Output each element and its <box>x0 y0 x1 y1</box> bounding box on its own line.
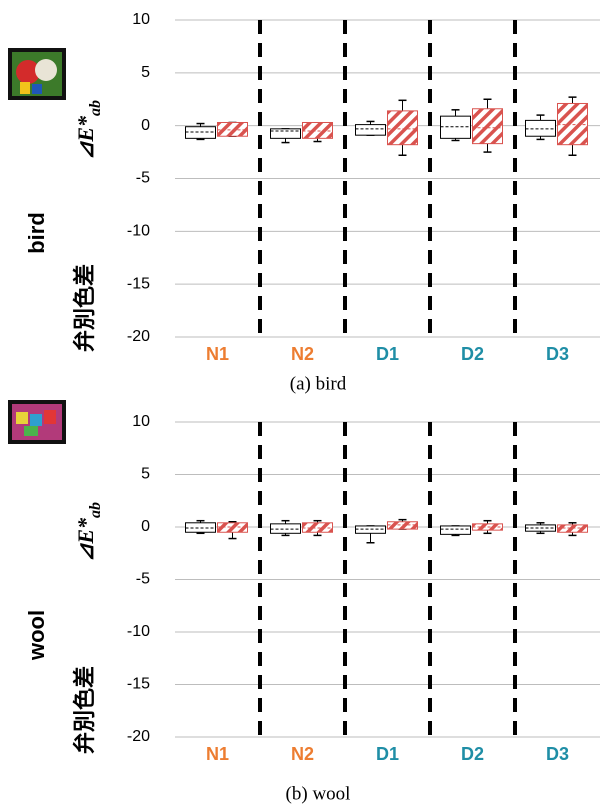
x-tick-label: N2 <box>291 344 314 364</box>
x-tick-label: D1 <box>376 344 399 364</box>
x-tick-label: D1 <box>376 744 399 764</box>
y-tick-label: -5 <box>136 170 150 187</box>
caption: (a) bird <box>290 373 347 394</box>
y-label-name: bird <box>24 212 49 254</box>
x-tick-label: N1 <box>206 744 229 764</box>
box <box>472 108 503 145</box>
symbol-subscript: ab <box>87 502 104 518</box>
y-label: 弁別色差 <box>72 264 98 352</box>
box <box>525 119 556 137</box>
box <box>302 522 333 533</box>
y-tick-label: 0 <box>141 518 150 535</box>
y-tick-label: -15 <box>127 676 150 693</box>
y-label-symbol: ⊿E*ab <box>73 100 104 160</box>
thumbnail <box>8 400 66 444</box>
y-tick-label: -20 <box>127 728 150 745</box>
x-tick-label: D2 <box>461 744 484 764</box>
box <box>270 128 301 139</box>
box <box>355 525 386 534</box>
y-label: 弁別色差 <box>72 666 98 754</box>
thumbnail <box>8 48 66 100</box>
symbol: ⊿E* <box>73 517 98 562</box>
box <box>270 523 301 534</box>
box <box>355 124 386 136</box>
box <box>557 102 588 146</box>
y-tick-label: 5 <box>141 466 150 483</box>
box <box>387 521 418 530</box>
x-tick-label: N1 <box>206 344 229 364</box>
box <box>387 110 418 146</box>
box <box>185 522 216 533</box>
caption: (b) wool <box>286 783 351 804</box>
y-tick-label: 0 <box>141 117 150 134</box>
y-tick-label: -5 <box>136 571 150 588</box>
x-tick-label: D3 <box>546 744 569 764</box>
box <box>217 121 248 137</box>
box <box>440 115 471 139</box>
x-tick-label: N2 <box>291 744 314 764</box>
y-tick-label: -20 <box>127 328 150 345</box>
box <box>440 525 471 535</box>
box <box>217 522 248 533</box>
y-tick-label: -10 <box>127 223 150 240</box>
y-tick-label: 5 <box>141 64 150 81</box>
y-tick-label: -10 <box>127 623 150 640</box>
y-tick-label: -15 <box>127 275 150 292</box>
box <box>302 121 333 139</box>
y-tick-label: 10 <box>132 413 150 430</box>
x-tick-label: D2 <box>461 344 484 364</box>
x-tick-label: D3 <box>546 344 569 364</box>
y-label-name: wool <box>24 610 49 661</box>
box <box>557 524 588 533</box>
box <box>185 126 216 139</box>
symbol: ⊿E* <box>73 115 98 160</box>
y-tick-label: 10 <box>132 11 150 28</box>
symbol-subscript: ab <box>87 100 104 116</box>
y-label-symbol: ⊿E*ab <box>73 502 104 562</box>
